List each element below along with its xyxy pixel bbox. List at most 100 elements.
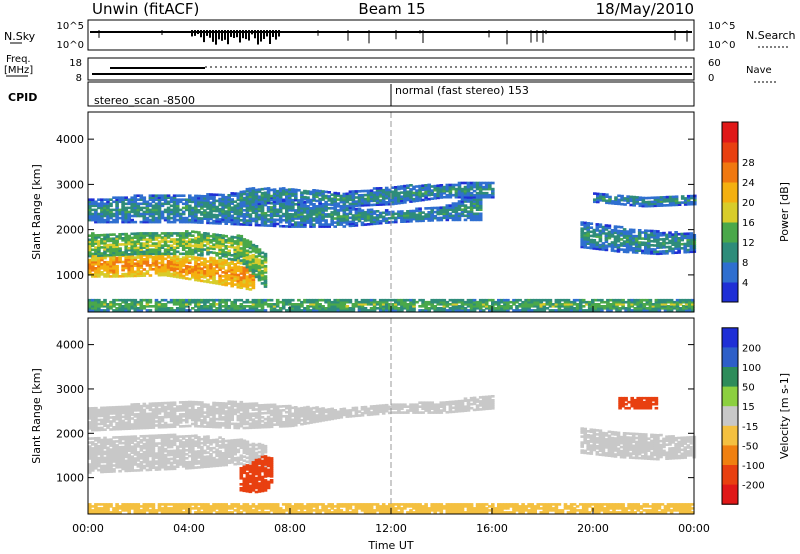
echo-cell: [233, 265, 237, 268]
echo-cell: [139, 258, 144, 261]
echo-cell: [394, 218, 398, 222]
echo-cell: [206, 246, 210, 250]
echo-cell: [227, 278, 231, 281]
echo-cell: [394, 298, 398, 302]
echo-cell: [242, 215, 247, 218]
echo-cell: [248, 201, 253, 205]
echo-cell: [415, 193, 419, 196]
echo-cell: [172, 465, 177, 469]
echo-cell: [442, 191, 447, 195]
echo-cell: [178, 198, 183, 201]
echo-cell: [625, 242, 630, 246]
echo-cell: [194, 274, 198, 278]
echo-cell: [245, 200, 250, 203]
echo-cell: [309, 217, 313, 220]
echo-cell: [133, 220, 138, 224]
echo-cell: [683, 250, 687, 254]
echo-cell: [272, 222, 277, 226]
echo-cell: [260, 220, 265, 223]
echo-cell: [88, 271, 92, 274]
echo-cell: [103, 264, 107, 268]
echo-cell: [166, 194, 171, 197]
echo-cell: [321, 190, 325, 193]
colorbar-tick-label: 24: [742, 178, 755, 189]
echo-cell: [221, 238, 225, 242]
echo-cell: [239, 219, 244, 222]
echo-cell: [260, 211, 265, 215]
echo-cell: [172, 200, 177, 204]
echo-cell: [598, 225, 603, 229]
echo-cell: [154, 218, 159, 222]
echo-cell: [433, 195, 437, 198]
echo-cell: [254, 192, 259, 196]
echo-cell: [463, 181, 468, 185]
echo-cell: [181, 218, 186, 222]
echo-cell: [400, 214, 404, 217]
echo-cell: [224, 251, 228, 254]
echo-cell: [136, 194, 141, 197]
echo-cell: [620, 194, 624, 198]
echo-cell: [97, 246, 101, 249]
echo-cell: [388, 217, 392, 220]
echo-cell: [357, 215, 362, 219]
echo-cell: [181, 260, 186, 263]
echo-cell: [427, 191, 431, 195]
echo-cell: [130, 198, 134, 201]
echo-cell: [97, 254, 101, 257]
echo-cell: [357, 209, 362, 213]
echo-cell: [91, 248, 95, 252]
echo-cell: [230, 260, 234, 263]
echo-cell: [354, 211, 359, 215]
echo-cell: [257, 207, 262, 211]
echo-cell: [236, 223, 241, 226]
echo-cell: [421, 194, 425, 198]
echo-cell: [175, 271, 180, 275]
echo-cell: [103, 198, 107, 201]
echo-cell: [248, 197, 253, 201]
echo-cell: [321, 207, 325, 210]
echo-cell: [206, 264, 210, 267]
echo-cell: [481, 193, 486, 197]
echo-cell: [245, 213, 250, 216]
echo-cell: [469, 218, 474, 222]
echo-cell: [354, 202, 359, 205]
echo-cell: [275, 189, 280, 193]
echo-cell: [427, 187, 431, 191]
echo-cell: [181, 252, 186, 256]
echo-cell: [115, 206, 119, 210]
echo-cell: [163, 269, 168, 273]
echo-cell: [218, 274, 222, 278]
echo-cell: [266, 199, 271, 202]
echo-cell: [668, 247, 672, 251]
echo-cell: [360, 200, 365, 203]
echo-cell: [191, 216, 195, 220]
echo-cell: [88, 234, 92, 237]
echo-cell: [124, 249, 128, 252]
echo-cell: [248, 279, 253, 283]
echo-cell: [641, 249, 645, 253]
echo-cell: [157, 234, 162, 237]
echo-cell: [689, 232, 694, 235]
echo-cell: [236, 283, 241, 287]
echo-cell: [97, 256, 101, 260]
echo-cell: [172, 206, 177, 210]
echo-cell: [188, 200, 192, 204]
echo-cell: [412, 217, 416, 221]
echo-cell: [312, 209, 316, 212]
echo-cell: [598, 235, 603, 239]
echo-cell: [647, 252, 651, 255]
echo-cell: [118, 233, 122, 236]
echo-cell: [388, 202, 392, 206]
echo-cell: [172, 248, 177, 251]
echo-cell: [257, 217, 262, 221]
echo-cell: [436, 298, 440, 302]
echo-cell: [595, 233, 600, 236]
echo-cell: [628, 242, 633, 246]
echo-cell: [406, 196, 410, 200]
echo-cell: [157, 218, 162, 222]
echo-cell: [348, 222, 353, 226]
echo-cell: [130, 298, 134, 302]
echo-cell: [330, 217, 334, 220]
echo-cell: [251, 256, 256, 259]
echo-cell: [300, 217, 304, 220]
